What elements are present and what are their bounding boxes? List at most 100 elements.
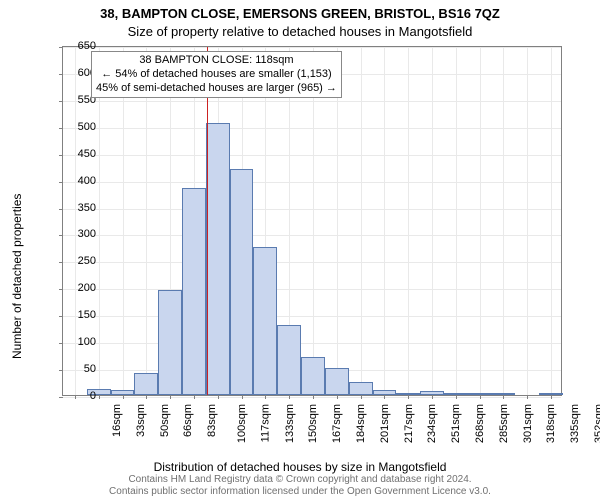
xtick-mark (123, 395, 124, 399)
title-line-1: 38, BAMPTON CLOSE, EMERSONS GREEN, BRIST… (0, 6, 600, 21)
xtick-mark (408, 395, 409, 399)
histogram-bar (468, 393, 492, 395)
gridline-h (63, 397, 561, 398)
histogram-bar (325, 368, 349, 395)
xtick-mark (361, 395, 362, 399)
xtick-label: 251sqm (450, 404, 462, 443)
y-axis-label: Number of detached properties (10, 0, 24, 500)
xtick-mark (337, 395, 338, 399)
gridline-h (63, 262, 561, 263)
histogram-bar (349, 382, 373, 395)
histogram-bar (253, 247, 277, 395)
histogram-bar (111, 390, 135, 395)
histogram-bar (301, 357, 325, 395)
histogram-bar (420, 391, 444, 395)
xtick-label: 117sqm (259, 404, 271, 442)
xtick-mark (99, 395, 100, 399)
histogram-bar (444, 393, 468, 395)
gridline-v (123, 47, 124, 395)
histogram-bar (158, 290, 182, 395)
footer-attribution: Contains HM Land Registry data © Crown c… (0, 474, 600, 498)
annotation-line: 38 BAMPTON CLOSE: 118sqm (96, 54, 337, 68)
xtick-mark (527, 395, 528, 399)
gridline-h (63, 47, 561, 48)
xtick-label: 33sqm (135, 404, 147, 437)
gridline-v (456, 47, 457, 395)
gridline-h (63, 289, 561, 290)
annotation-line: 45% of semi-detached houses are larger (… (96, 82, 337, 96)
xtick-label: 352sqm (593, 404, 600, 443)
xtick-mark (170, 395, 171, 399)
reference-line (207, 47, 208, 395)
gridline-h (63, 316, 561, 317)
xtick-label: 335sqm (569, 404, 581, 443)
histogram-bar (492, 393, 516, 395)
gridline-v (361, 47, 362, 395)
title-line-2: Size of property relative to detached ho… (0, 24, 600, 39)
ytick-label: 0 (62, 390, 96, 402)
xtick-label: 318sqm (546, 404, 558, 443)
xtick-mark (503, 395, 504, 399)
annotation-line: ← 54% of detached houses are smaller (1,… (96, 68, 337, 82)
xtick-mark (194, 395, 195, 399)
xtick-label: 217sqm (403, 404, 415, 443)
xtick-label: 100sqm (236, 404, 248, 443)
xtick-mark (432, 395, 433, 399)
xtick-label: 268sqm (474, 404, 486, 443)
ytick-label: 100 (62, 336, 96, 348)
footer-line: Contains public sector information licen… (0, 486, 600, 498)
xtick-label: 201sqm (379, 404, 391, 443)
gridline-h (63, 182, 561, 183)
ytick-label: 50 (62, 363, 96, 375)
gridline-v (503, 47, 504, 395)
x-axis-label: Distribution of detached houses by size … (0, 460, 600, 474)
xtick-label: 167sqm (331, 404, 343, 443)
xtick-mark (384, 395, 385, 399)
gridline-v (527, 47, 528, 395)
footer-line: Contains HM Land Registry data © Crown c… (0, 474, 600, 486)
gridline-h (63, 235, 561, 236)
plot-area: 38 BAMPTON CLOSE: 118sqm ← 54% of detach… (62, 46, 562, 396)
gridline-v (480, 47, 481, 395)
gridline-h (63, 155, 561, 156)
gridline-h (63, 128, 561, 129)
histogram-bar (277, 325, 301, 395)
histogram-bar (182, 188, 206, 395)
xtick-label: 133sqm (284, 404, 296, 443)
xtick-mark (242, 395, 243, 399)
gridline-v (551, 47, 552, 395)
histogram-bar (396, 393, 420, 395)
ytick-label: 450 (62, 148, 96, 160)
xtick-mark (313, 395, 314, 399)
xtick-mark (289, 395, 290, 399)
xtick-label: 234sqm (427, 404, 439, 443)
histogram-bar (373, 390, 397, 395)
gridline-h (63, 343, 561, 344)
chart-container: { "titles": { "line1": "38, BAMPTON CLOS… (0, 0, 600, 500)
annotation-box: 38 BAMPTON CLOSE: 118sqm ← 54% of detach… (91, 51, 342, 98)
xtick-label: 16sqm (111, 404, 123, 437)
xtick-label: 184sqm (355, 404, 367, 443)
ytick-label: 350 (62, 202, 96, 214)
xtick-mark (146, 395, 147, 399)
gridline-v (313, 47, 314, 395)
ytick-label: 250 (62, 255, 96, 267)
xtick-mark (265, 395, 266, 399)
gridline-h (63, 101, 561, 102)
xtick-mark (551, 395, 552, 399)
gridline-v (337, 47, 338, 395)
ytick-label: 400 (62, 175, 96, 187)
xtick-label: 301sqm (522, 404, 534, 443)
ytick-label: 200 (62, 282, 96, 294)
xtick-label: 66sqm (182, 404, 194, 437)
xtick-label: 50sqm (159, 404, 171, 437)
xtick-label: 150sqm (308, 404, 320, 443)
histogram-bar (206, 123, 230, 395)
ytick-label: 150 (62, 309, 96, 321)
gridline-h (63, 209, 561, 210)
gridline-v (432, 47, 433, 395)
ytick-label: 300 (62, 228, 96, 240)
xtick-mark (218, 395, 219, 399)
xtick-mark (480, 395, 481, 399)
histogram-bar (230, 169, 254, 395)
